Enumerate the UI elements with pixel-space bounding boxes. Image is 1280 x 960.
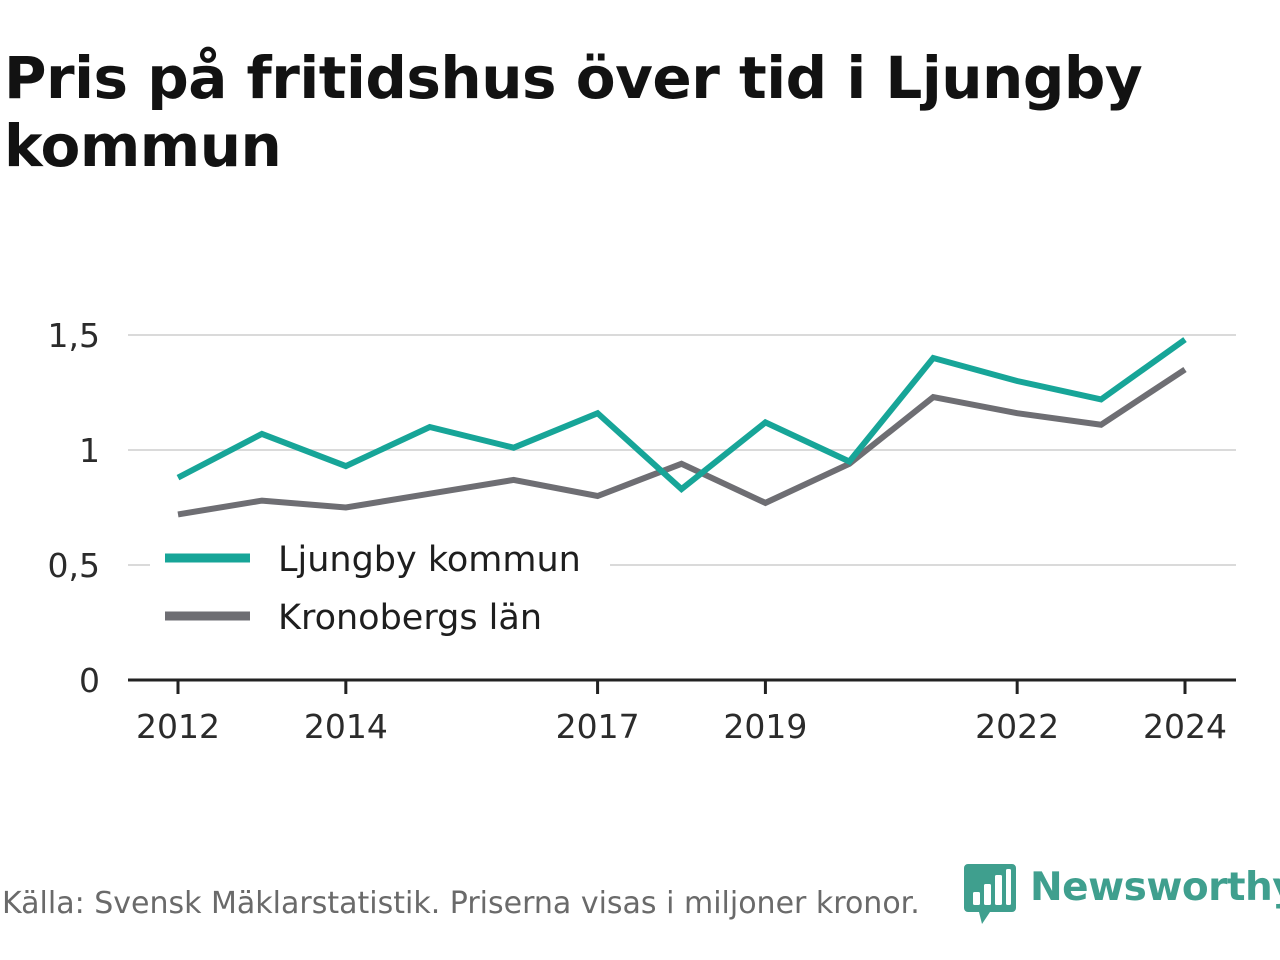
bar-chart-speech-bubble-icon: [964, 864, 1016, 924]
y-axis-ticks: 0 0,5 1 1,5: [48, 316, 100, 700]
series-line: [176, 337, 1187, 494]
y-tick-label: 1: [79, 431, 100, 470]
legend-label: Ljungby kommun: [278, 540, 581, 580]
x-tick-label: 2014: [304, 707, 388, 746]
newsworthy-logo: Newsworthy: [964, 864, 1280, 926]
chart-title: Pris på fritidshus över tid i Ljungby ko…: [4, 44, 1143, 180]
legend-background: [150, 528, 610, 648]
y-tick-label: 1,5: [48, 316, 100, 355]
x-axis-ticks: 2012 2014 2017 2019 2022 2024: [136, 680, 1227, 746]
source-note: Källa: Svensk Mäklarstatistik. Priserna …: [2, 886, 920, 921]
brand-name: Newsworthy: [1030, 865, 1280, 910]
y-tick-label: 0,5: [48, 546, 100, 585]
x-tick-label: 2022: [975, 707, 1059, 746]
x-tick-label: 2019: [723, 707, 807, 746]
line-chart: 0 0,5 1 1,5 2012 2014 2017 2019 2022 2024 Ljungb…: [48, 316, 1236, 746]
x-tick-label: 2017: [556, 707, 640, 746]
series-lines: [176, 337, 1187, 518]
legend: Ljungby kommun Kronobergs län: [165, 540, 581, 638]
legend-label: Kronobergs län: [278, 598, 542, 638]
series-line: [177, 366, 1187, 518]
x-tick-label: 2024: [1143, 707, 1227, 746]
x-tick-label: 2012: [136, 707, 220, 746]
y-tick-label: 0: [79, 661, 100, 700]
legend-box: [150, 528, 610, 648]
